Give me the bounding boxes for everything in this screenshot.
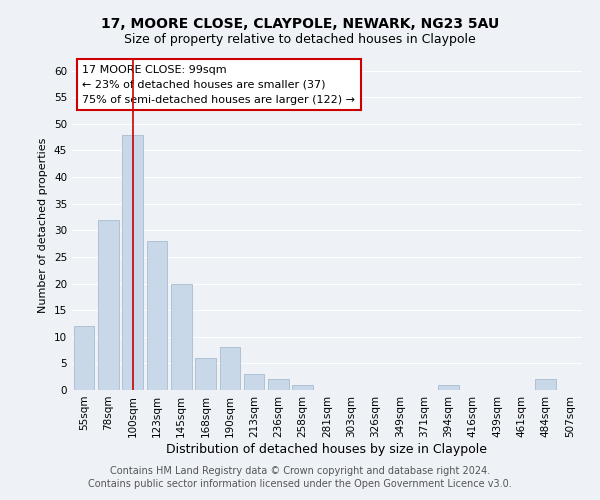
Bar bbox=[74, 326, 94, 390]
Y-axis label: Number of detached properties: Number of detached properties bbox=[38, 138, 49, 312]
Bar bbox=[535, 380, 556, 390]
Bar bbox=[292, 384, 313, 390]
Text: 17, MOORE CLOSE, CLAYPOLE, NEWARK, NG23 5AU: 17, MOORE CLOSE, CLAYPOLE, NEWARK, NG23 … bbox=[101, 18, 499, 32]
Text: Size of property relative to detached houses in Claypole: Size of property relative to detached ho… bbox=[124, 32, 476, 46]
Bar bbox=[220, 348, 240, 390]
Bar bbox=[438, 384, 459, 390]
Text: Contains public sector information licensed under the Open Government Licence v3: Contains public sector information licen… bbox=[88, 479, 512, 489]
Bar bbox=[98, 220, 119, 390]
Bar bbox=[268, 380, 289, 390]
Bar bbox=[195, 358, 216, 390]
Bar bbox=[122, 134, 143, 390]
Text: 17 MOORE CLOSE: 99sqm
← 23% of detached houses are smaller (37)
75% of semi-deta: 17 MOORE CLOSE: 99sqm ← 23% of detached … bbox=[82, 65, 355, 104]
X-axis label: Distribution of detached houses by size in Claypole: Distribution of detached houses by size … bbox=[167, 442, 487, 456]
Bar bbox=[244, 374, 265, 390]
Text: Contains HM Land Registry data © Crown copyright and database right 2024.: Contains HM Land Registry data © Crown c… bbox=[110, 466, 490, 476]
Bar bbox=[171, 284, 191, 390]
Bar bbox=[146, 241, 167, 390]
